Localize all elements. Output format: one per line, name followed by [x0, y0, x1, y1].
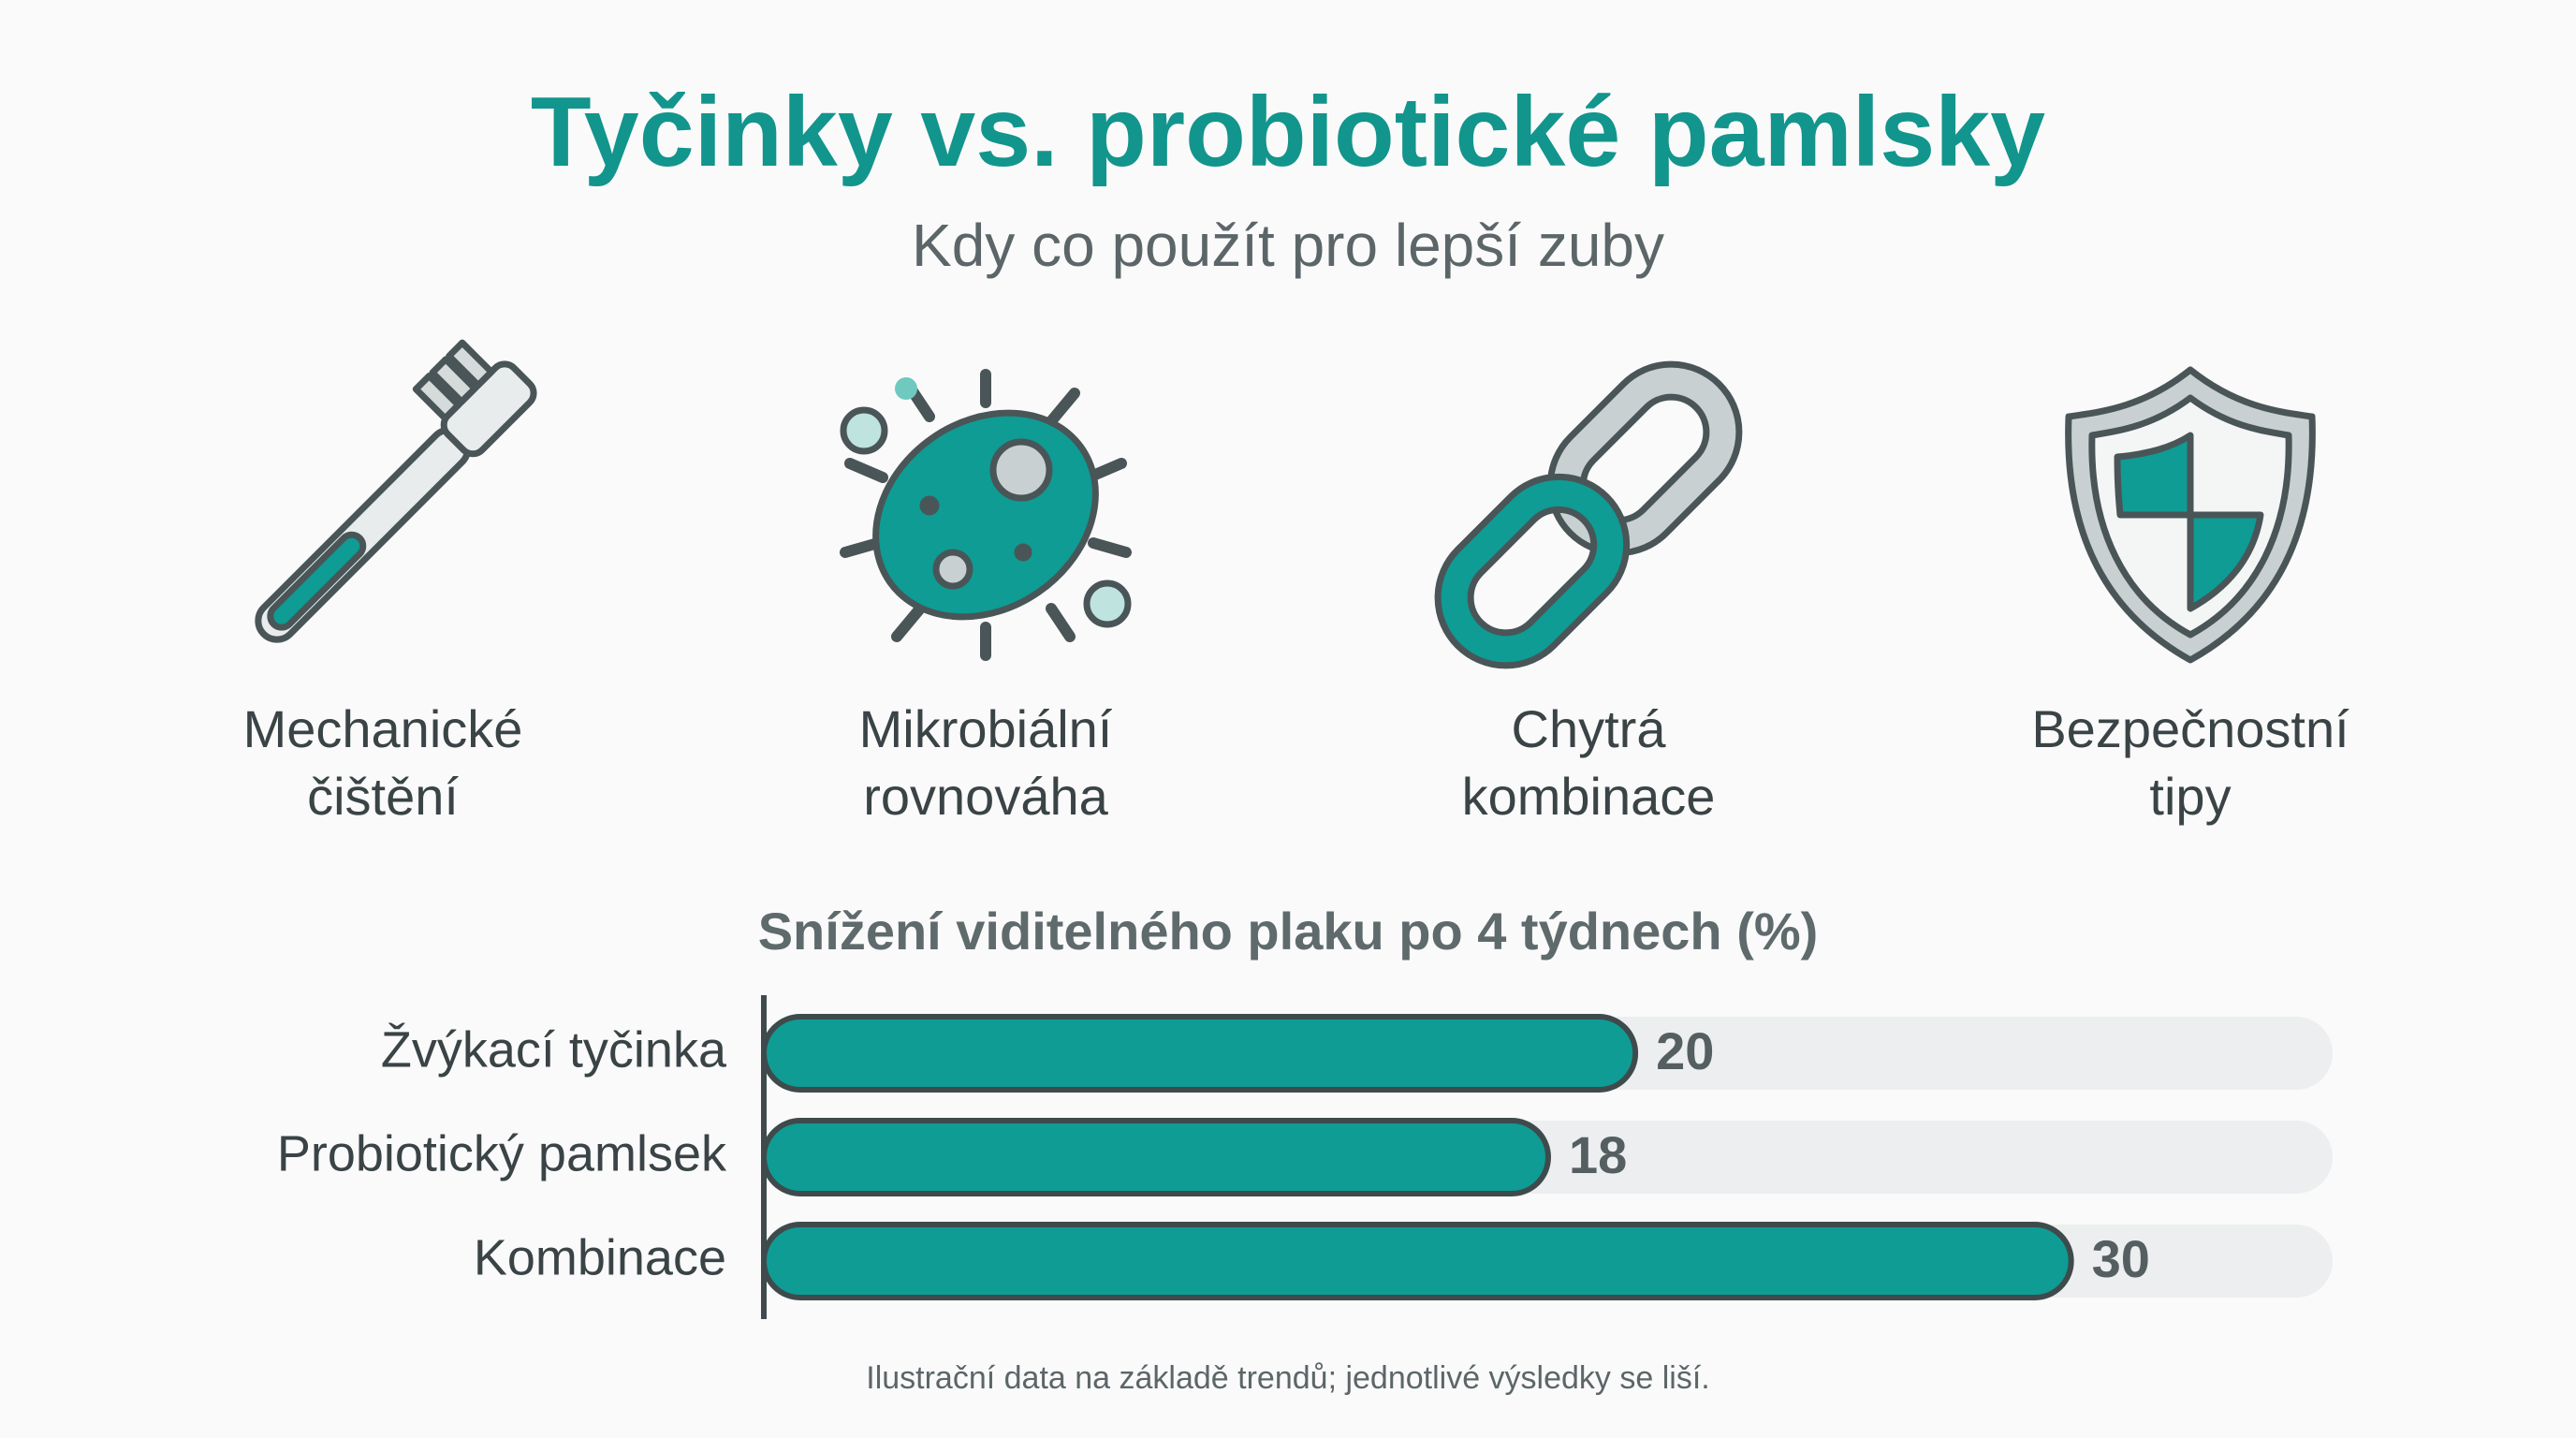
value-label: 20 — [1656, 1021, 1714, 1080]
shield-icon — [2065, 366, 2316, 664]
footnote: Ilustrační data na základě trendů; jedno… — [866, 1360, 1709, 1396]
value-label: 30 — [2092, 1229, 2150, 1288]
feature-label: čištění — [307, 767, 459, 826]
bar — [761, 1118, 1551, 1196]
toothbrush-icon — [255, 339, 537, 643]
category-label: Žvýkací tyčinka — [381, 1021, 727, 1078]
feature-label: Bezpečnostní — [2031, 699, 2349, 758]
feature-label: tipy — [2149, 767, 2231, 826]
feature-label: Chytrá — [1512, 699, 1667, 758]
title: Tyčinky vs. probiotické pamlsky — [531, 77, 2045, 187]
bar — [761, 1014, 1639, 1093]
category-label: Probiotický pamlsek — [277, 1125, 727, 1181]
value-label: 18 — [1569, 1125, 1627, 1184]
bar — [761, 1222, 2074, 1300]
feature-label: rovnováha — [863, 767, 1108, 826]
chain-icon — [1434, 360, 1743, 669]
feature-label: Mikrobiální — [859, 699, 1113, 758]
chart-title: Snížení viditelného plaku po 4 týdnech (… — [758, 902, 1819, 961]
subtitle: Kdy co použít pro lepší zuby — [912, 212, 1664, 279]
category-label: Kombinace — [474, 1229, 726, 1285]
feature-label: Mechanické — [243, 699, 523, 758]
microbe-icon — [840, 369, 1132, 661]
feature-label: kombinace — [1462, 767, 1716, 826]
